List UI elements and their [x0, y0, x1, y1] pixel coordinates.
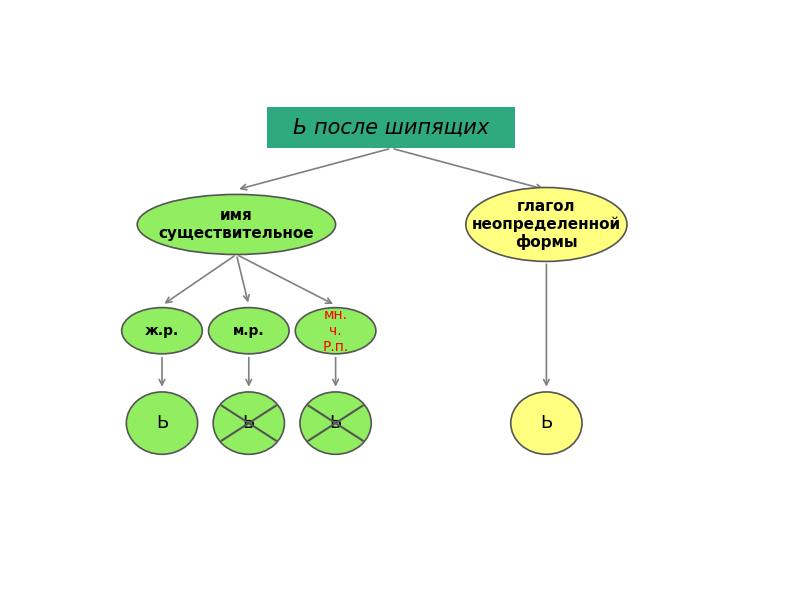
Text: м.р.: м.р. — [233, 324, 265, 338]
Text: Ь: Ь — [540, 414, 553, 432]
Text: Ь: Ь — [242, 414, 255, 432]
Text: ж.р.: ж.р. — [145, 324, 179, 338]
Ellipse shape — [138, 194, 336, 254]
Text: Ь: Ь — [156, 414, 168, 432]
Ellipse shape — [209, 308, 289, 354]
FancyBboxPatch shape — [267, 107, 515, 148]
Ellipse shape — [295, 308, 376, 354]
Ellipse shape — [213, 392, 285, 454]
Text: мн.
ч.
Р.п.: мн. ч. Р.п. — [322, 308, 349, 354]
Ellipse shape — [122, 308, 202, 354]
Text: глагол
неопределенной
формы: глагол неопределенной формы — [472, 199, 621, 250]
Ellipse shape — [510, 392, 582, 454]
Ellipse shape — [300, 392, 371, 454]
Ellipse shape — [466, 187, 627, 262]
Text: Ь после шипящих: Ь после шипящих — [294, 118, 490, 137]
Ellipse shape — [126, 392, 198, 454]
Text: имя
существительное: имя существительное — [158, 208, 314, 241]
Text: Ь: Ь — [330, 414, 342, 432]
